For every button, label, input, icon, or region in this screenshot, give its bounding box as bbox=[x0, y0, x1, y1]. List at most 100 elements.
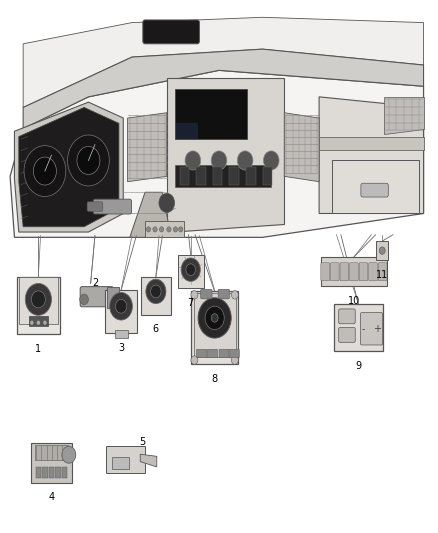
FancyBboxPatch shape bbox=[330, 263, 339, 281]
Circle shape bbox=[211, 151, 227, 170]
FancyBboxPatch shape bbox=[262, 167, 272, 185]
Circle shape bbox=[32, 291, 46, 308]
Text: 11: 11 bbox=[376, 270, 389, 280]
Circle shape bbox=[24, 146, 66, 197]
FancyBboxPatch shape bbox=[340, 263, 349, 281]
FancyBboxPatch shape bbox=[176, 123, 198, 139]
FancyBboxPatch shape bbox=[80, 287, 113, 307]
FancyBboxPatch shape bbox=[176, 165, 271, 187]
Circle shape bbox=[205, 306, 224, 329]
Text: +: + bbox=[373, 324, 381, 334]
Polygon shape bbox=[14, 102, 123, 232]
FancyBboxPatch shape bbox=[361, 183, 389, 197]
FancyBboxPatch shape bbox=[62, 467, 67, 478]
Polygon shape bbox=[385, 97, 424, 134]
FancyBboxPatch shape bbox=[321, 263, 329, 281]
Circle shape bbox=[198, 298, 231, 338]
Circle shape bbox=[179, 227, 183, 232]
FancyBboxPatch shape bbox=[106, 446, 145, 473]
Text: 2: 2 bbox=[92, 278, 98, 288]
FancyBboxPatch shape bbox=[178, 255, 204, 288]
Circle shape bbox=[146, 227, 151, 232]
Circle shape bbox=[116, 300, 127, 313]
Circle shape bbox=[62, 446, 76, 463]
Circle shape bbox=[211, 314, 218, 322]
Circle shape bbox=[186, 264, 195, 276]
Polygon shape bbox=[332, 160, 419, 214]
Circle shape bbox=[191, 290, 198, 299]
FancyBboxPatch shape bbox=[339, 327, 355, 342]
FancyBboxPatch shape bbox=[31, 443, 72, 482]
Text: 6: 6 bbox=[153, 324, 159, 334]
Circle shape bbox=[191, 356, 198, 365]
Circle shape bbox=[231, 356, 238, 365]
Polygon shape bbox=[140, 454, 157, 467]
Circle shape bbox=[181, 258, 200, 281]
FancyBboxPatch shape bbox=[191, 291, 238, 364]
FancyBboxPatch shape bbox=[207, 349, 218, 358]
FancyBboxPatch shape bbox=[143, 20, 199, 44]
FancyBboxPatch shape bbox=[360, 313, 383, 345]
FancyBboxPatch shape bbox=[219, 349, 230, 358]
FancyBboxPatch shape bbox=[319, 136, 424, 150]
Circle shape bbox=[43, 320, 47, 325]
FancyBboxPatch shape bbox=[19, 277, 57, 324]
FancyBboxPatch shape bbox=[369, 263, 378, 281]
FancyBboxPatch shape bbox=[107, 287, 119, 308]
Circle shape bbox=[30, 320, 34, 325]
Circle shape bbox=[231, 290, 238, 299]
FancyBboxPatch shape bbox=[213, 167, 223, 185]
FancyBboxPatch shape bbox=[230, 167, 239, 185]
Text: 7: 7 bbox=[187, 298, 194, 308]
FancyBboxPatch shape bbox=[115, 330, 127, 338]
Polygon shape bbox=[10, 70, 424, 237]
FancyBboxPatch shape bbox=[145, 221, 184, 237]
Polygon shape bbox=[23, 17, 424, 108]
FancyBboxPatch shape bbox=[378, 263, 387, 281]
Circle shape bbox=[77, 147, 100, 174]
FancyBboxPatch shape bbox=[196, 349, 207, 358]
Polygon shape bbox=[130, 192, 171, 237]
FancyBboxPatch shape bbox=[42, 467, 47, 478]
FancyBboxPatch shape bbox=[141, 277, 171, 315]
FancyBboxPatch shape bbox=[359, 263, 368, 281]
Circle shape bbox=[153, 227, 157, 232]
Circle shape bbox=[80, 294, 88, 305]
FancyBboxPatch shape bbox=[246, 167, 255, 185]
Text: 10: 10 bbox=[348, 296, 360, 306]
Polygon shape bbox=[19, 108, 119, 227]
FancyBboxPatch shape bbox=[229, 349, 240, 358]
Text: 1: 1 bbox=[35, 344, 42, 354]
Text: -: - bbox=[362, 324, 365, 334]
FancyBboxPatch shape bbox=[17, 277, 60, 334]
Text: 5: 5 bbox=[139, 437, 145, 447]
FancyBboxPatch shape bbox=[321, 257, 387, 286]
Text: 8: 8 bbox=[212, 374, 218, 384]
Circle shape bbox=[159, 227, 164, 232]
Text: 9: 9 bbox=[355, 361, 361, 371]
FancyBboxPatch shape bbox=[201, 289, 212, 299]
FancyBboxPatch shape bbox=[55, 467, 60, 478]
Circle shape bbox=[25, 284, 51, 316]
FancyBboxPatch shape bbox=[113, 457, 129, 469]
Text: 4: 4 bbox=[48, 492, 54, 502]
FancyBboxPatch shape bbox=[376, 241, 389, 260]
FancyBboxPatch shape bbox=[176, 89, 247, 139]
FancyBboxPatch shape bbox=[350, 263, 358, 281]
Circle shape bbox=[33, 157, 57, 185]
FancyBboxPatch shape bbox=[93, 199, 131, 214]
Polygon shape bbox=[167, 78, 284, 232]
Circle shape bbox=[379, 247, 385, 254]
FancyBboxPatch shape bbox=[334, 304, 383, 351]
Polygon shape bbox=[284, 113, 319, 182]
FancyBboxPatch shape bbox=[87, 202, 103, 212]
Text: 3: 3 bbox=[118, 343, 124, 353]
FancyBboxPatch shape bbox=[35, 445, 68, 460]
Circle shape bbox=[146, 279, 166, 304]
FancyBboxPatch shape bbox=[194, 293, 236, 357]
FancyBboxPatch shape bbox=[218, 289, 230, 299]
Circle shape bbox=[151, 285, 161, 298]
Circle shape bbox=[167, 227, 171, 232]
FancyBboxPatch shape bbox=[36, 467, 41, 478]
Circle shape bbox=[263, 151, 279, 170]
